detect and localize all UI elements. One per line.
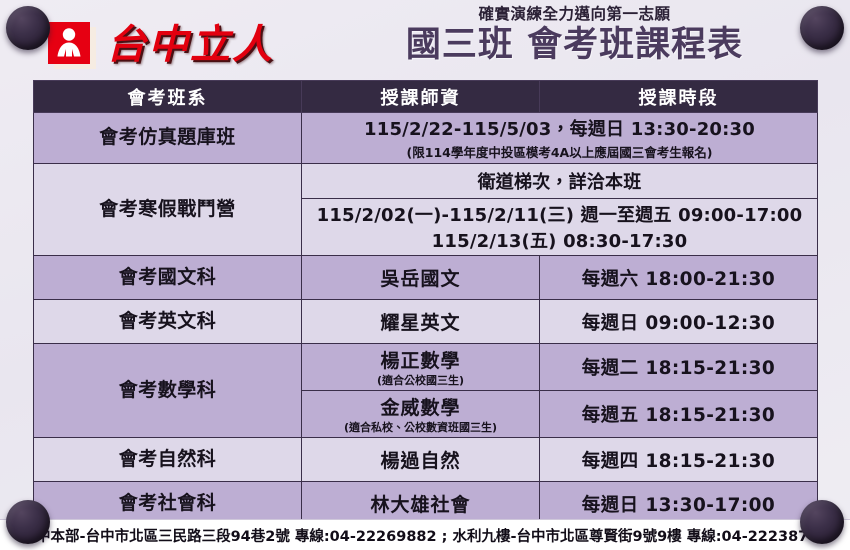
cell-time: 每週二 18:15-21:30 bbox=[539, 343, 818, 391]
time-label: 每週日 13:30-17:00 bbox=[581, 494, 776, 516]
teacher-label: 金威數學 bbox=[380, 397, 461, 419]
corner-stud-icon-bottom-left bbox=[6, 500, 50, 544]
program-label: 會考寒假戰鬥營 bbox=[99, 197, 236, 220]
program-label: 會考社會科 bbox=[118, 491, 217, 514]
column-header-program: 會考班系 bbox=[33, 80, 302, 113]
footer-bar: 台中本部-台中市北區三民路三段94巷2號 專線:04-22269882 ; 水利… bbox=[0, 519, 850, 550]
corner-stud-icon-top-left bbox=[6, 6, 50, 50]
schedule-table: 會考班系 授課師資 授課時段 會考仿真題庫班 115/2/22-115/5/03… bbox=[33, 80, 818, 526]
table-row: 會考自然科 楊過自然 每週四 18:15-21:30 bbox=[33, 437, 818, 482]
table-row: 金威數學 (適合私校、公校數資班國三生) 每週五 18:15-21:30 bbox=[34, 390, 818, 438]
table-row: 會考國文科 吳岳國文 每週六 18:00-21:30 bbox=[33, 255, 818, 300]
cell-time: 每週日 13:30-17:00 bbox=[539, 481, 818, 526]
teacher-note: (適合公校國三生) bbox=[376, 374, 465, 387]
camp-date-line-1: 115/2/02(一)-115/2/11(三) 週一至週五 09:00-17:0… bbox=[316, 205, 803, 226]
cell-teacher: 楊過自然 bbox=[301, 437, 540, 482]
program-label: 會考仿真題庫班 bbox=[99, 126, 236, 149]
time-label: 每週日 09:00-12:30 bbox=[581, 312, 776, 334]
teacher-label: 楊過自然 bbox=[380, 450, 461, 472]
cell-program: 會考國文科 bbox=[33, 255, 302, 300]
cell-program: 會考社會科 bbox=[33, 481, 302, 526]
cell-teacher: 吳岳國文 bbox=[301, 255, 540, 300]
table-header-row: 會考班系 授課師資 授課時段 bbox=[33, 80, 818, 113]
poster-subtitle: 確實演練全力邁向第一志願 bbox=[478, 5, 671, 23]
table-row: 會考寒假戰鬥營 衛道梯次，詳洽本班 bbox=[33, 163, 818, 256]
program-label: 會考國文科 bbox=[118, 265, 217, 288]
cell-schedule-span: 115/2/22-115/5/03，每週日 13:30-20:30 (限114學… bbox=[301, 112, 818, 164]
time-label: 每週五 18:15-21:30 bbox=[581, 405, 776, 426]
program-label: 會考英文科 bbox=[118, 309, 217, 332]
schedule-table-body: 會考仿真題庫班 115/2/22-115/5/03，每週日 13:30-20:3… bbox=[33, 112, 818, 526]
program-label: 會考數學科 bbox=[118, 378, 217, 401]
table-row: 115/2/02(一)-115/2/11(三) 週一至週五 09:00-17:0… bbox=[34, 198, 818, 256]
cell-program: 會考英文科 bbox=[33, 299, 302, 344]
cell-program: 會考自然科 bbox=[33, 437, 302, 482]
footer-contact: 台中本部-台中市北區三民路三段94巷2號 專線:04-22269882 ; 水利… bbox=[21, 528, 829, 545]
camp-headline: 衛道梯次，詳洽本班 bbox=[477, 172, 642, 193]
table-row: 會考數學科 楊正數學 (適合公校國三生) 每週二 18:15-21:30 bbox=[33, 343, 818, 438]
teacher-label: 吳岳國文 bbox=[380, 268, 461, 290]
table-row: 會考英文科 耀星英文 每週日 09:00-12:30 bbox=[33, 299, 818, 344]
cell-camp-headline: 衛道梯次，詳洽本班 bbox=[301, 163, 818, 199]
brand-name: 台中立人 bbox=[106, 21, 274, 68]
cell-teacher: 林大雄社會 bbox=[301, 481, 540, 526]
cell-program: 會考仿真題庫班 bbox=[33, 112, 302, 164]
teacher-label: 楊正數學 bbox=[380, 350, 461, 372]
schedule-table-head: 會考班系 授課師資 授課時段 bbox=[33, 80, 818, 113]
schedule-table-wrap: 會考班系 授課師資 授課時段 會考仿真題庫班 115/2/22-115/5/03… bbox=[33, 80, 818, 526]
column-header-time: 授課時段 bbox=[539, 80, 818, 113]
camp-date-line-2: 115/2/13(五) 08:30-17:30 bbox=[431, 231, 688, 252]
schedule-info: 115/2/22-115/5/03，每週日 13:30-20:30 bbox=[364, 119, 755, 140]
teacher-label: 耀星英文 bbox=[380, 312, 461, 334]
time-label: 每週四 18:15-21:30 bbox=[581, 450, 776, 472]
column-header-teacher: 授課師資 bbox=[301, 80, 540, 113]
corner-stud-icon-top-right bbox=[800, 6, 844, 50]
table-row: 會考社會科 林大雄社會 每週日 13:30-17:00 bbox=[33, 481, 818, 526]
cell-time: 每週六 18:00-21:30 bbox=[539, 255, 818, 300]
time-label: 每週二 18:15-21:30 bbox=[581, 358, 776, 379]
poster-header: 台中立人 確實演練全力邁向第一志願 國三班 會考班課程表 bbox=[0, 0, 850, 78]
cell-program: 會考數學科 bbox=[33, 343, 302, 438]
brand-logo-icon bbox=[48, 22, 96, 69]
cell-teacher: 金威數學 (適合私校、公校數資班國三生) bbox=[301, 390, 540, 438]
table-row: 會考仿真題庫班 115/2/22-115/5/03，每週日 13:30-20:3… bbox=[33, 112, 818, 164]
cell-time: 每週四 18:15-21:30 bbox=[539, 437, 818, 482]
cell-camp-dates: 115/2/02(一)-115/2/11(三) 週一至週五 09:00-17:0… bbox=[301, 198, 818, 256]
cell-time: 每週日 09:00-12:30 bbox=[539, 299, 818, 344]
poster-title: 國三班 會考班課程表 bbox=[405, 25, 744, 66]
teacher-note: (適合私校、公校數資班國三生) bbox=[343, 421, 498, 434]
time-label: 每週六 18:00-21:30 bbox=[581, 268, 776, 290]
brand: 台中立人 bbox=[48, 18, 274, 72]
brand-logo-square bbox=[48, 22, 90, 64]
cell-program: 會考寒假戰鬥營 bbox=[33, 163, 302, 256]
title-block: 確實演練全力邁向第一志願 國三班 會考班課程表 bbox=[355, 4, 794, 65]
program-label: 會考自然科 bbox=[118, 447, 217, 470]
cell-teacher: 耀星英文 bbox=[301, 299, 540, 344]
corner-stud-icon-bottom-right bbox=[800, 500, 844, 544]
schedule-note: (限114學年度中投區模考4A以上應屆國三會考生報名) bbox=[406, 145, 713, 160]
cell-time: 每週五 18:15-21:30 bbox=[539, 390, 818, 438]
teacher-label: 林大雄社會 bbox=[370, 494, 471, 516]
cell-teacher: 楊正數學 (適合公校國三生) bbox=[301, 343, 540, 391]
